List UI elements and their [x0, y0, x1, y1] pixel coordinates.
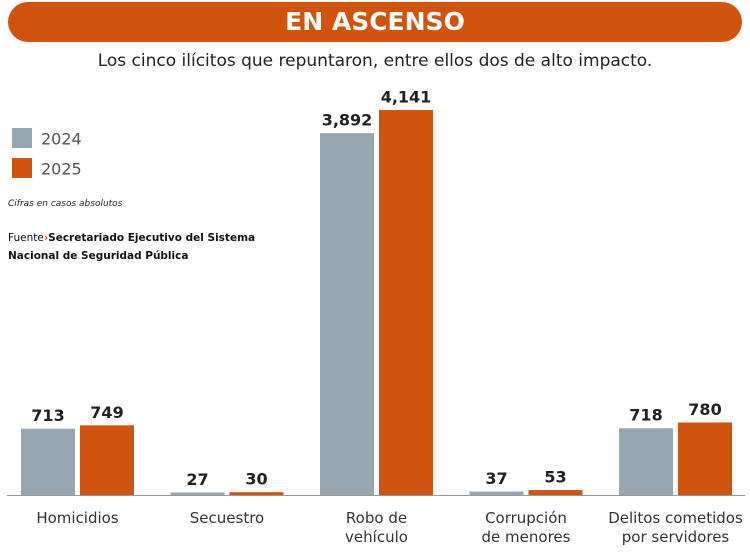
bar — [320, 133, 374, 495]
bar — [528, 490, 583, 495]
source: Fuente›Secretariado Ejecutivo del Sistem… — [8, 229, 258, 265]
bar — [379, 110, 433, 495]
legend-swatch — [12, 128, 32, 148]
bar — [619, 428, 673, 495]
bar — [229, 492, 284, 495]
data-label: 713 — [31, 406, 64, 425]
bar — [678, 422, 732, 495]
legend-swatch — [12, 158, 32, 178]
data-label: 37 — [485, 469, 507, 488]
title-bar — [8, 2, 742, 42]
data-label: 718 — [629, 406, 662, 425]
bar — [469, 491, 524, 495]
x-tick-label: Robo de vehículo — [345, 509, 408, 546]
x-tick-label: Homicidios — [36, 509, 119, 527]
chart-title: EN ASCENSO — [285, 7, 465, 36]
subtitle: Los cinco ilícitos que repuntaron, entre… — [98, 51, 653, 71]
data-label: 30 — [245, 470, 267, 489]
legend-label: 2024 — [41, 130, 82, 149]
data-label: 27 — [186, 470, 208, 489]
data-label: 749 — [90, 403, 123, 422]
legend-label: 2025 — [41, 160, 82, 179]
chevron: › — [43, 232, 49, 244]
bar — [170, 492, 225, 495]
x-tick-label: Corrupción de menores — [482, 509, 571, 546]
bar — [80, 425, 134, 495]
note: Cifras en casos absolutos — [8, 199, 123, 209]
source-text: Secretariado Ejecutivo del Sistema Nacio… — [8, 232, 256, 262]
data-label: 4,141 — [381, 88, 432, 107]
source-label: Fuente — [8, 232, 44, 244]
data-label: 780 — [688, 400, 721, 419]
data-label: 53 — [544, 468, 566, 487]
bar — [21, 428, 75, 495]
x-tick-label: Secuestro — [190, 509, 264, 527]
data-label: 3,892 — [322, 111, 373, 130]
x-tick-label: Delitos cometidos por servidores — [608, 509, 743, 546]
